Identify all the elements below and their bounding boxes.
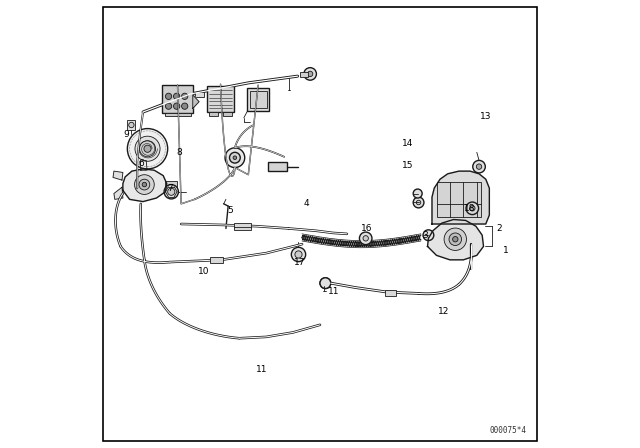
Circle shape [320,278,331,289]
Bar [127,120,136,130]
Text: 16: 16 [362,224,372,233]
Text: 2: 2 [497,224,502,233]
Text: 3: 3 [422,231,428,240]
Circle shape [416,200,421,205]
Bar [385,290,396,296]
Bar [207,86,234,112]
Circle shape [129,122,134,128]
Text: 14: 14 [402,139,413,148]
Bar [300,72,308,77]
Circle shape [135,136,160,161]
Polygon shape [123,169,167,202]
Text: 17: 17 [294,258,305,267]
Circle shape [230,152,240,163]
Circle shape [449,233,461,246]
Text: 18: 18 [465,204,476,213]
Circle shape [291,247,306,262]
Text: 4: 4 [304,199,309,208]
Circle shape [139,179,150,190]
Circle shape [164,185,179,199]
Text: 10: 10 [198,267,209,276]
Circle shape [470,206,475,211]
Text: 12: 12 [438,307,449,316]
Polygon shape [114,187,123,199]
Polygon shape [140,160,147,170]
Circle shape [444,228,467,250]
Circle shape [307,71,313,77]
Bar [269,162,287,171]
Circle shape [476,164,482,169]
Circle shape [304,68,316,80]
Text: 15: 15 [402,161,413,170]
Text: 8: 8 [176,148,182,157]
Text: 000075*4: 000075*4 [489,426,526,435]
Text: 1: 1 [503,246,509,255]
Bar [209,112,218,116]
Circle shape [225,148,244,168]
Bar [248,88,269,111]
Circle shape [363,236,369,241]
Circle shape [173,93,180,99]
Circle shape [413,189,422,198]
Circle shape [168,188,175,195]
Text: 6: 6 [138,159,143,168]
Text: 5: 5 [228,206,233,215]
Bar [223,112,232,116]
Circle shape [134,175,154,194]
Polygon shape [193,95,199,108]
Bar [437,182,481,217]
Circle shape [182,103,188,109]
Polygon shape [432,171,490,224]
Circle shape [233,156,237,159]
Text: 9: 9 [124,130,129,139]
Circle shape [142,182,147,187]
Bar [195,92,204,97]
Circle shape [360,232,372,245]
Circle shape [452,237,458,242]
Polygon shape [113,171,123,180]
Text: 11: 11 [256,365,268,374]
Text: 7: 7 [167,184,173,193]
Circle shape [182,93,188,99]
Circle shape [144,145,151,152]
Circle shape [127,129,168,169]
Circle shape [466,202,479,215]
Circle shape [295,251,302,258]
Bar [210,257,223,263]
Circle shape [320,278,331,289]
Bar [163,85,193,113]
Circle shape [473,160,485,173]
Polygon shape [428,220,484,260]
Bar [250,91,267,108]
Circle shape [423,230,434,241]
Bar [164,113,191,116]
Circle shape [166,93,172,99]
Circle shape [166,103,172,109]
Text: 13: 13 [480,112,492,121]
Bar [234,223,251,230]
Bar [165,181,177,188]
Circle shape [140,141,156,157]
Text: 11: 11 [328,287,339,296]
Circle shape [413,197,424,208]
Circle shape [173,103,180,109]
